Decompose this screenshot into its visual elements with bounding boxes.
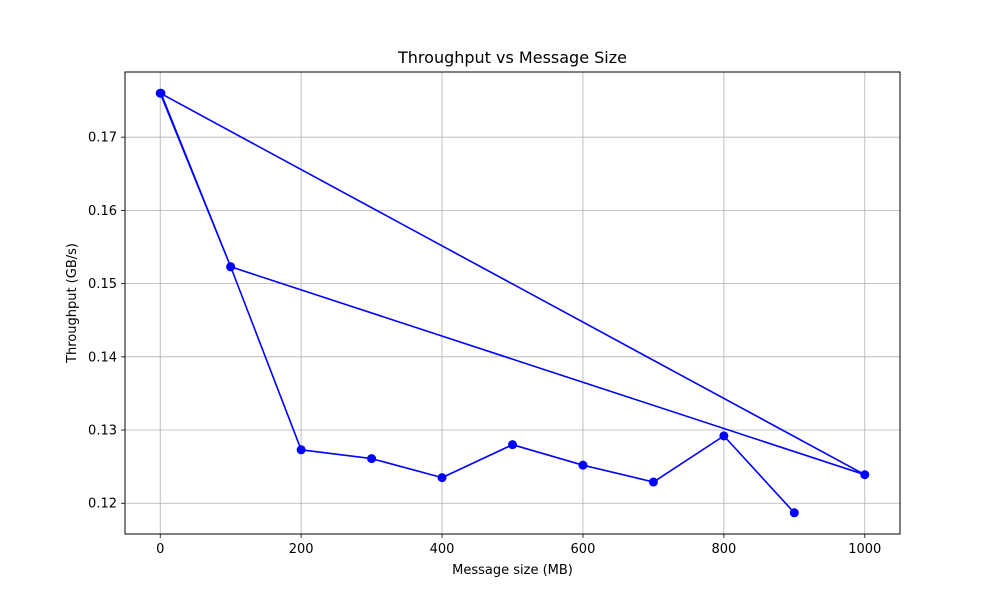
y-tick-label: 0.12 [88, 497, 117, 512]
x-tick-label: 0 [156, 542, 164, 557]
grid-lines [125, 72, 900, 534]
x-tick-label: 400 [430, 542, 455, 557]
data-point [789, 508, 799, 518]
y-tick-label: 0.16 [88, 204, 117, 219]
data-point [508, 440, 517, 450]
x-tick-label: 1000 [848, 542, 881, 557]
x-axis-label: Message size (MB) [452, 563, 573, 578]
data-point [296, 445, 306, 455]
y-axis-label: Throughput (GB/s) [65, 243, 80, 364]
data-point [578, 460, 588, 470]
plot-frame [124, 71, 901, 535]
data-point [860, 470, 870, 480]
x-tick-label: 600 [571, 542, 596, 557]
data-point [719, 431, 729, 441]
data-point [648, 477, 658, 487]
data-point [155, 88, 165, 98]
data-point [437, 473, 447, 483]
axis-ticks: 0 200 400 600 800 1000 0.12 0.13 0.14 0.15 0.16 0.1… [88, 131, 881, 557]
y-tick-label: 0.13 [88, 424, 117, 439]
data-point [226, 262, 236, 272]
y-tick-label: 0.14 [88, 350, 117, 365]
series-layer [155, 88, 870, 518]
chart-title: Throughput vs Message Size [397, 48, 627, 67]
data-point [367, 454, 377, 464]
x-tick-label: 200 [289, 542, 314, 557]
y-tick-label: 0.17 [88, 131, 117, 146]
y-tick-label: 0.15 [88, 277, 117, 292]
x-tick-label: 800 [711, 542, 736, 557]
